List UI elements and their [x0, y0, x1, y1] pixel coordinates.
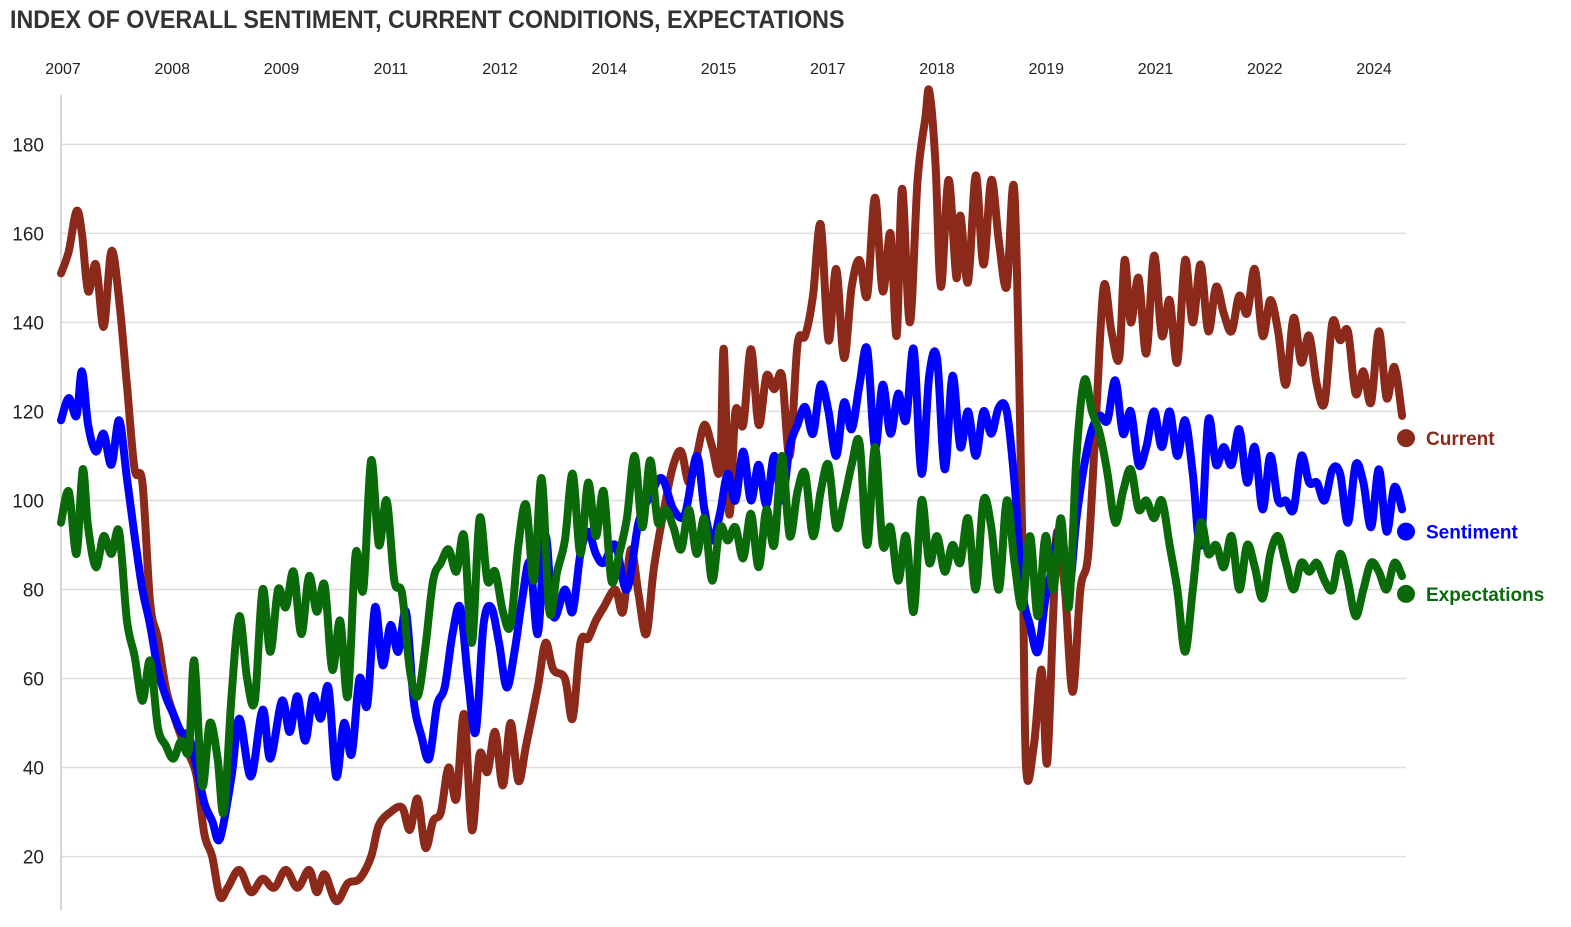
y-tick-label: 40 [23, 759, 44, 780]
y-tick-label: 80 [23, 580, 44, 601]
end-marker-sentiment [1397, 522, 1415, 541]
y-tick-label: 180 [12, 135, 44, 156]
x-tick-label: 2007 [45, 61, 81, 78]
y-tick-label: 60 [23, 670, 44, 691]
series-lines [57, 85, 1407, 906]
x-tick-label: 2008 [154, 61, 190, 78]
y-tick-label: 100 [12, 491, 44, 512]
series-label-sentiment: Sentiment [1426, 523, 1519, 544]
series-label-expectations: Expectations [1426, 585, 1544, 606]
y-tick-label: 160 [12, 224, 44, 245]
x-axis: 2007 2008 2009 2011 2012 2014 2015 2017 2018 2019… [45, 61, 1392, 78]
y-tick-label: 120 [12, 402, 44, 423]
x-tick-label: 2015 [701, 61, 737, 78]
end-marker-expectations [1397, 584, 1415, 603]
chart-title: INDEX OF OVERALL SENTIMENT, CURRENT COND… [10, 6, 845, 34]
x-tick-label: 2012 [482, 61, 518, 78]
series-line-expectations [57, 375, 1407, 818]
x-tick-label: 2019 [1028, 61, 1064, 78]
x-tick-label: 2022 [1247, 61, 1283, 78]
end-labels: Current Sentiment Expectations [1397, 429, 1544, 606]
x-tick-label: 2011 [374, 61, 409, 78]
x-tick-label: 2018 [919, 61, 955, 78]
y-axis: 20 40 60 80 100 120 140 160 180 [12, 95, 62, 910]
x-tick-label: 2024 [1356, 61, 1392, 78]
x-tick-label: 2009 [264, 61, 300, 78]
series-line-current [57, 85, 1407, 906]
x-tick-label: 2017 [810, 61, 846, 78]
end-marker-current [1397, 429, 1415, 448]
y-tick-label: 140 [12, 313, 44, 334]
series-label-current: Current [1426, 429, 1495, 450]
x-tick-label: 2021 [1138, 61, 1174, 78]
series-line-sentiment [57, 343, 1407, 845]
x-tick-label: 2014 [591, 61, 627, 78]
y-tick-label: 20 [23, 848, 44, 869]
